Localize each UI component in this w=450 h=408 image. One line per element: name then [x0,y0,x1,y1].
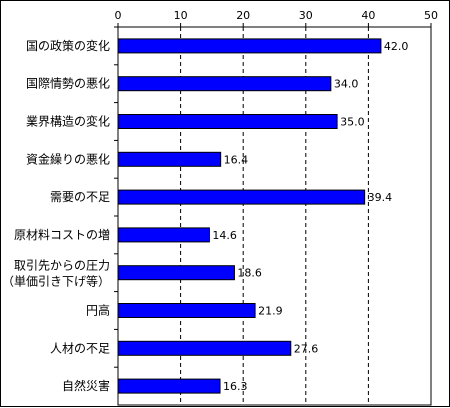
category-label: 国の政策の変化 [26,38,110,53]
category-label: 資金繰りの悪化 [26,151,110,166]
bar[interactable] [117,151,222,167]
x-tick-label: 0 [115,9,122,22]
x-tick-label: 30 [299,9,313,22]
category-label: 円高 [86,303,110,318]
bar[interactable] [117,378,221,394]
value-label: 34.0 [334,78,359,91]
category-label-line: 取引先からの圧力 [14,259,110,273]
x-tick-label: 20 [236,9,250,22]
value-label: 42.0 [384,40,409,53]
value-label: 35.0 [340,116,365,129]
bar[interactable] [117,265,235,281]
x-tick-label: 40 [361,9,375,22]
value-label: 16.4 [224,153,249,166]
value-label: 14.6 [212,229,237,242]
category-label: 人材の不足 [50,341,110,355]
x-tick-label: 10 [174,9,188,22]
value-label: 27.6 [294,342,319,355]
bar[interactable] [117,76,332,92]
bar[interactable] [117,114,338,129]
category-label: 自然災害 [62,378,110,393]
bar[interactable] [117,38,382,54]
value-label: 16.3 [223,380,248,393]
category-label: 需要の不足 [50,190,110,204]
bar[interactable] [117,340,292,356]
value-label: 21.9 [258,305,283,318]
value-label: 18.6 [237,267,262,280]
category-label: 国際情勢の悪化 [26,76,110,91]
bar[interactable] [117,227,210,243]
category-label: 業界構造の変化 [26,114,110,129]
value-label: 39.4 [368,191,393,204]
x-tick-label: 50 [424,9,438,22]
bar[interactable] [117,303,256,318]
category-label: 取引先からの圧力 （単価引き下げ等） [2,259,110,289]
category-label: 原材料コストの増 [14,228,110,242]
bar[interactable] [117,189,366,205]
category-label-line: （単価引き下げ等） [2,275,110,289]
